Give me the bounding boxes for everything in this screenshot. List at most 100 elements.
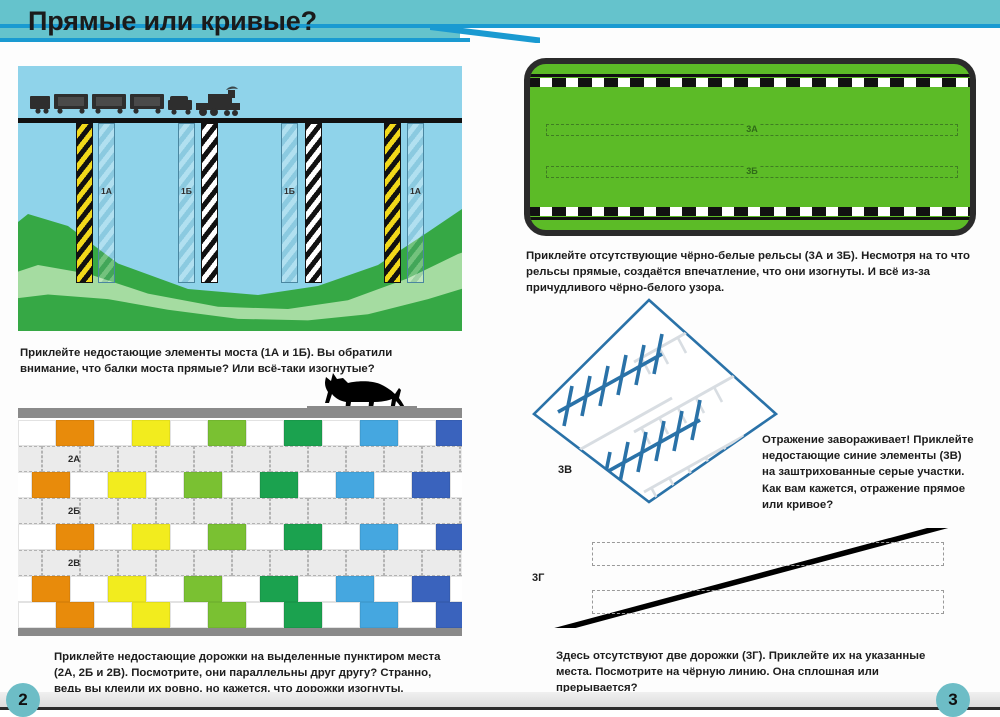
tile-cell xyxy=(32,576,70,602)
tile-cell xyxy=(460,446,462,472)
tile-cell xyxy=(232,498,270,524)
tile-cell xyxy=(346,446,384,472)
tile-bar-top xyxy=(18,408,462,418)
green-slot-3a[interactable]: 3А xyxy=(546,124,958,136)
tile-cell xyxy=(384,498,422,524)
zollner-diamond-svg xyxy=(532,298,779,504)
bridge-pillar-yellow-2 xyxy=(384,123,401,283)
tile-cell xyxy=(146,472,184,498)
tile-cell xyxy=(70,472,108,498)
tile-cell xyxy=(208,602,246,628)
bridge-slot-1b-left[interactable]: 1Б xyxy=(178,123,195,283)
tile-row xyxy=(18,602,462,628)
tile-cell xyxy=(156,498,194,524)
tile-cell xyxy=(108,576,146,602)
bridge-pillar-yellow-1 xyxy=(76,123,93,283)
tile-bar-bottom xyxy=(18,626,462,636)
tile-cell xyxy=(450,576,462,602)
tile-cell xyxy=(208,420,246,446)
poggendorff-slot-top[interactable] xyxy=(592,542,944,566)
green-slot-label: 3Б xyxy=(744,166,760,176)
bridge-slot-1a-right[interactable]: 1А xyxy=(407,123,424,283)
tile-cell xyxy=(232,446,270,472)
bridge-slot-label: 1А xyxy=(410,186,421,196)
cat-icon xyxy=(307,373,417,412)
tile-cell xyxy=(18,420,56,446)
tile-cell xyxy=(222,576,260,602)
tile-cell xyxy=(56,602,94,628)
tile-cell xyxy=(270,446,308,472)
poggendorff-strips: 3Г xyxy=(520,528,980,628)
tile-row xyxy=(18,420,462,446)
tile-cell xyxy=(108,472,146,498)
tile-cell xyxy=(460,498,462,524)
tile-cell xyxy=(346,550,384,576)
tile-cell xyxy=(398,602,436,628)
tile-cell xyxy=(94,524,132,550)
tile-row[interactable] xyxy=(18,550,462,576)
tile-cell xyxy=(18,472,32,498)
tile-row xyxy=(18,472,462,498)
tile-row[interactable] xyxy=(18,498,462,524)
tile-cell xyxy=(118,446,156,472)
tile-cell xyxy=(284,420,322,446)
tile-cell xyxy=(374,472,412,498)
tile-cell xyxy=(398,420,436,446)
tile-cell xyxy=(322,420,360,446)
tile-cell xyxy=(80,498,118,524)
tile-cell xyxy=(450,472,462,498)
tile-cell xyxy=(422,446,460,472)
bridge-pillar-bw-2 xyxy=(305,123,322,283)
tile-cell xyxy=(260,576,298,602)
tile-cell xyxy=(436,524,462,550)
poggendorff-slot-bottom[interactable] xyxy=(592,590,944,614)
poggendorff-label: 3Г xyxy=(532,572,545,584)
tile-cell xyxy=(18,498,42,524)
tile-cell xyxy=(374,576,412,602)
tile-cell xyxy=(436,602,462,628)
page-number-left: 2 xyxy=(6,683,40,717)
tile-cell xyxy=(194,446,232,472)
tile-cell xyxy=(360,602,398,628)
footer-bar xyxy=(0,692,1000,710)
tile-cell xyxy=(184,472,222,498)
tile-cell xyxy=(18,446,42,472)
tile-cell xyxy=(156,550,194,576)
rail-top xyxy=(530,78,970,87)
train-icon xyxy=(30,86,240,116)
tile-cell xyxy=(308,550,346,576)
tiles-caption: Приклейте недостающие дорожки на выделен… xyxy=(54,651,441,696)
tile-cell xyxy=(384,446,422,472)
tile-cell xyxy=(94,602,132,628)
bridge-slot-1a-left[interactable]: 1А xyxy=(98,123,115,283)
tile-row-label: 2В xyxy=(68,558,81,569)
tile-cell xyxy=(170,524,208,550)
bridge-pillar-bw-1 xyxy=(201,123,218,283)
poggendorff-caption: Здесь отсутствуют две дорожки (3Г). Прик… xyxy=(556,650,926,695)
tile-cell xyxy=(18,524,56,550)
tile-cell xyxy=(118,498,156,524)
bridge-slot-label: 1Б xyxy=(284,186,295,196)
tile-cell xyxy=(42,446,80,472)
green-slot-label: 3А xyxy=(744,124,760,134)
tile-cell xyxy=(346,498,384,524)
bridge-slot-1b-right[interactable]: 1Б xyxy=(281,123,298,283)
tile-cell xyxy=(322,524,360,550)
tile-cell xyxy=(42,498,80,524)
tile-row xyxy=(18,576,462,602)
tile-cell xyxy=(156,446,194,472)
tile-cell xyxy=(132,524,170,550)
tile-row[interactable] xyxy=(18,446,462,472)
header-banner: Прямые или кривые? xyxy=(0,0,1000,43)
tile-cell xyxy=(222,472,260,498)
tile-cell xyxy=(80,550,118,576)
tile-cell xyxy=(412,576,450,602)
green-slot-3b[interactable]: 3Б xyxy=(546,166,958,178)
tile-cell xyxy=(284,602,322,628)
cafe-wall-illusion: 2А 2Б 2В xyxy=(18,408,462,636)
tile-cell xyxy=(194,498,232,524)
tile-cell xyxy=(298,472,336,498)
tile-cell xyxy=(94,420,132,446)
tile-cell xyxy=(360,524,398,550)
